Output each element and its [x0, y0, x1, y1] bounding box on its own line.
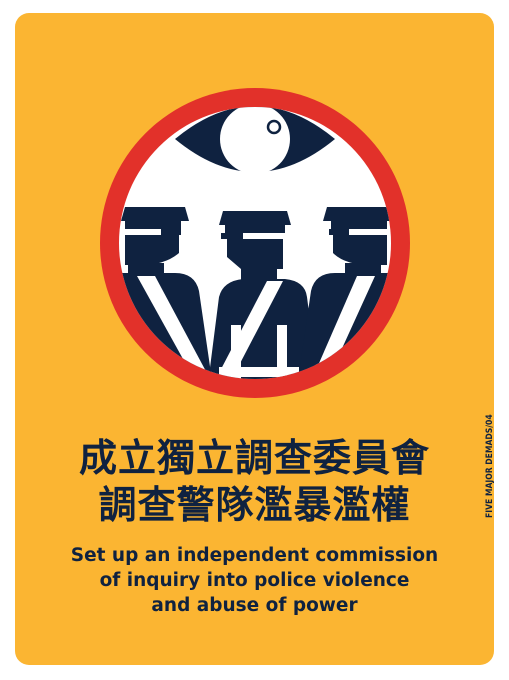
- headline-english-line-1: Set up an independent commission: [70, 545, 439, 566]
- headline-chinese-line-1: 成立獨立調查委員會: [78, 435, 430, 480]
- headline-english-line-2: of inquiry into police violence: [99, 570, 410, 591]
- prohibition-emblem-icon: [100, 88, 410, 398]
- eye-icon: [175, 107, 335, 174]
- headline-chinese-line-2: 調查警隊濫暴濫權: [98, 482, 411, 527]
- poster: 成立獨立調查委員會 調查警隊濫暴濫權 Set up an independent…: [15, 13, 494, 665]
- series-side-label: FIVE MAJOR DEMADS/04: [485, 414, 495, 518]
- headline-english-line-3: and abuse of power: [151, 595, 358, 616]
